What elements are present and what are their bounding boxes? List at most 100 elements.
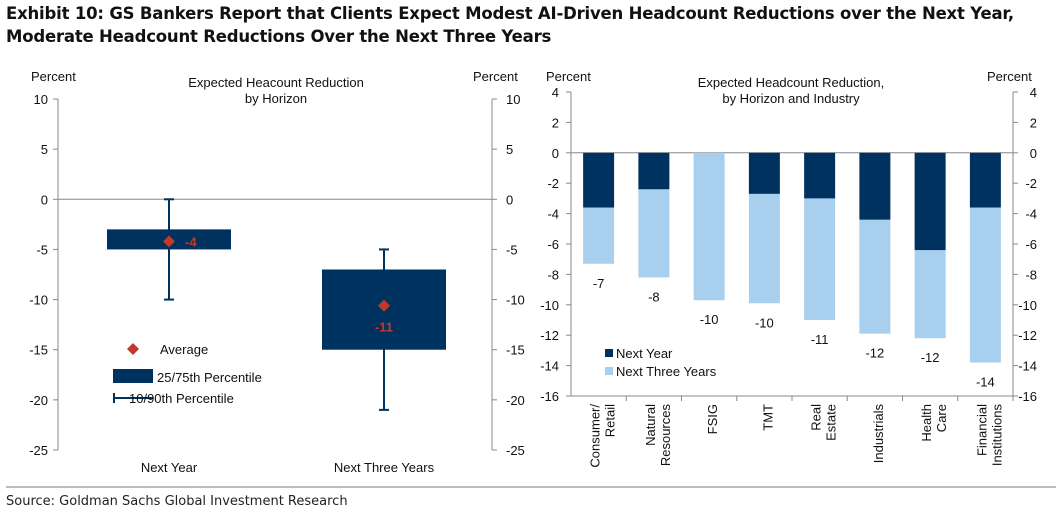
legend-label: 25/75th Percentile (157, 370, 262, 385)
y-tick-label-right: 2 (1030, 115, 1037, 130)
y-tick-label-right: 4 (1030, 85, 1037, 100)
y-tick-label-right: -2 (1025, 176, 1037, 191)
chart-title: by Horizon and Industry (722, 91, 860, 106)
y-tick-label-left: -4 (547, 207, 559, 222)
y-tick-label-right: 0 (1030, 146, 1037, 161)
y-tick-label-right: -25 (506, 443, 525, 458)
legend-label: Next Year (616, 346, 673, 361)
x-tick-label: HealthCare (919, 404, 949, 442)
x-tick-label: RealEstate (809, 404, 839, 441)
y-tick-label-left: -8 (547, 267, 559, 282)
y-tick-label-right: -20 (506, 393, 525, 408)
y-tick-label-right: 5 (506, 142, 513, 157)
y-tick-label-left: 0 (41, 192, 48, 207)
y-tick-label-left: -5 (36, 242, 48, 257)
y-tick-label-right: -5 (506, 242, 518, 257)
bar-next-three-years (638, 189, 670, 278)
x-tick-label-line: Industrials (871, 404, 886, 464)
y-tick-label-left: -16 (540, 389, 559, 404)
y-tick-label-right: -8 (1025, 267, 1037, 282)
y-tick-label-left: 10 (34, 92, 48, 107)
y-axis-label-left: Percent (546, 69, 591, 84)
x-tick-label: TMT (760, 404, 775, 431)
chart-title: by Horizon (245, 91, 307, 106)
x-tick-label-line: Health (919, 404, 934, 442)
y-tick-label-right: -4 (1025, 207, 1037, 222)
average-marker (378, 299, 390, 312)
y-tick-label-right: -10 (506, 293, 525, 308)
y-tick-label-right: -6 (1025, 237, 1037, 252)
y-tick-label-right: 10 (506, 92, 520, 107)
legend-label: 10/90th Percentile (129, 391, 234, 406)
y-tick-label-left: -12 (540, 328, 559, 343)
x-tick-label-line: Real (809, 404, 824, 431)
x-tick-label: Industrials (871, 404, 886, 464)
chart-title: Expected Headcount Reduction, (698, 75, 884, 90)
data-label: -12 (921, 350, 940, 365)
y-axis-label-right: Percent (473, 69, 518, 84)
y-tick-label-right: -15 (506, 343, 525, 358)
exhibit-title: Exhibit 10: GS Bankers Report that Clien… (6, 4, 1014, 46)
source-note: Source: Goldman Sachs Global Investment … (6, 494, 348, 509)
y-tick-label-right: -16 (1018, 389, 1037, 404)
x-tick-label-line: Natural (643, 404, 658, 446)
x-tick-label: NaturalResources (643, 404, 673, 467)
y-tick-label-right: -12 (1018, 328, 1037, 343)
average-label: -4 (185, 234, 197, 249)
bar-next-year (748, 152, 780, 194)
data-label: -7 (593, 276, 605, 291)
x-tick-label: Next Year (141, 460, 198, 475)
x-tick-label-line: Consumer/ (588, 404, 603, 468)
x-tick-label: Next Three Years (334, 460, 435, 475)
divider (6, 486, 1056, 488)
data-label: -12 (865, 346, 884, 361)
y-tick-label-right: -14 (1018, 359, 1037, 374)
bar-next-three-years (748, 193, 780, 304)
bar-next-year (859, 152, 891, 220)
average-label: -11 (375, 320, 393, 335)
legend-label: Next Three Years (616, 364, 717, 379)
y-tick-label-left: -10 (540, 298, 559, 313)
y-tick-label-left: -10 (29, 293, 48, 308)
y-tick-label-left: -25 (29, 443, 48, 458)
bar-next-three-years (859, 219, 891, 334)
data-label: -10 (700, 312, 719, 327)
x-tick-label-line: Retail (603, 404, 618, 437)
legend-label: Average (160, 342, 208, 357)
y-tick-label-left: -14 (540, 359, 559, 374)
bar-next-three-years (969, 207, 1001, 363)
x-tick-label-line: TMT (760, 404, 775, 431)
y-tick-label-left: -6 (547, 237, 559, 252)
x-tick-label-line: Care (934, 404, 949, 432)
y-tick-label-left: 5 (41, 142, 48, 157)
data-label: -8 (648, 289, 660, 304)
x-tick-label: FinancialInstitutions (974, 404, 1004, 467)
y-tick-label-left: 2 (552, 115, 559, 130)
y-axis-label-right: Percent (987, 69, 1032, 84)
bar-next-three-years (693, 152, 725, 301)
bar-next-three-years (914, 250, 946, 339)
bar-next-year (583, 152, 615, 208)
bar-next-three-years (804, 198, 836, 320)
legend-next-year-icon (605, 349, 613, 357)
bar-next-year (914, 152, 946, 251)
average-marker (163, 235, 175, 248)
legend-box-icon (113, 369, 153, 383)
x-tick-label-line: Institutions (989, 404, 1004, 467)
y-tick-label-right: 0 (506, 192, 513, 207)
y-tick-label-left: 4 (552, 85, 559, 100)
x-tick-label-line: FSIG (705, 404, 720, 434)
legend-next-three-years-icon (605, 367, 613, 375)
legend-average-icon (127, 343, 139, 355)
y-tick-label-left: 0 (552, 146, 559, 161)
x-tick-label-line: Resources (658, 404, 673, 467)
bar-next-three-years (583, 207, 615, 264)
data-label: -10 (755, 315, 774, 330)
bar-next-year (638, 152, 670, 190)
bar-next-year (969, 152, 1001, 208)
y-tick-label-left: -20 (29, 393, 48, 408)
y-tick-label-left: -2 (547, 176, 559, 191)
chart-title: Expected Heacount Reduction (188, 75, 364, 90)
y-tick-label-left: -15 (29, 343, 48, 358)
